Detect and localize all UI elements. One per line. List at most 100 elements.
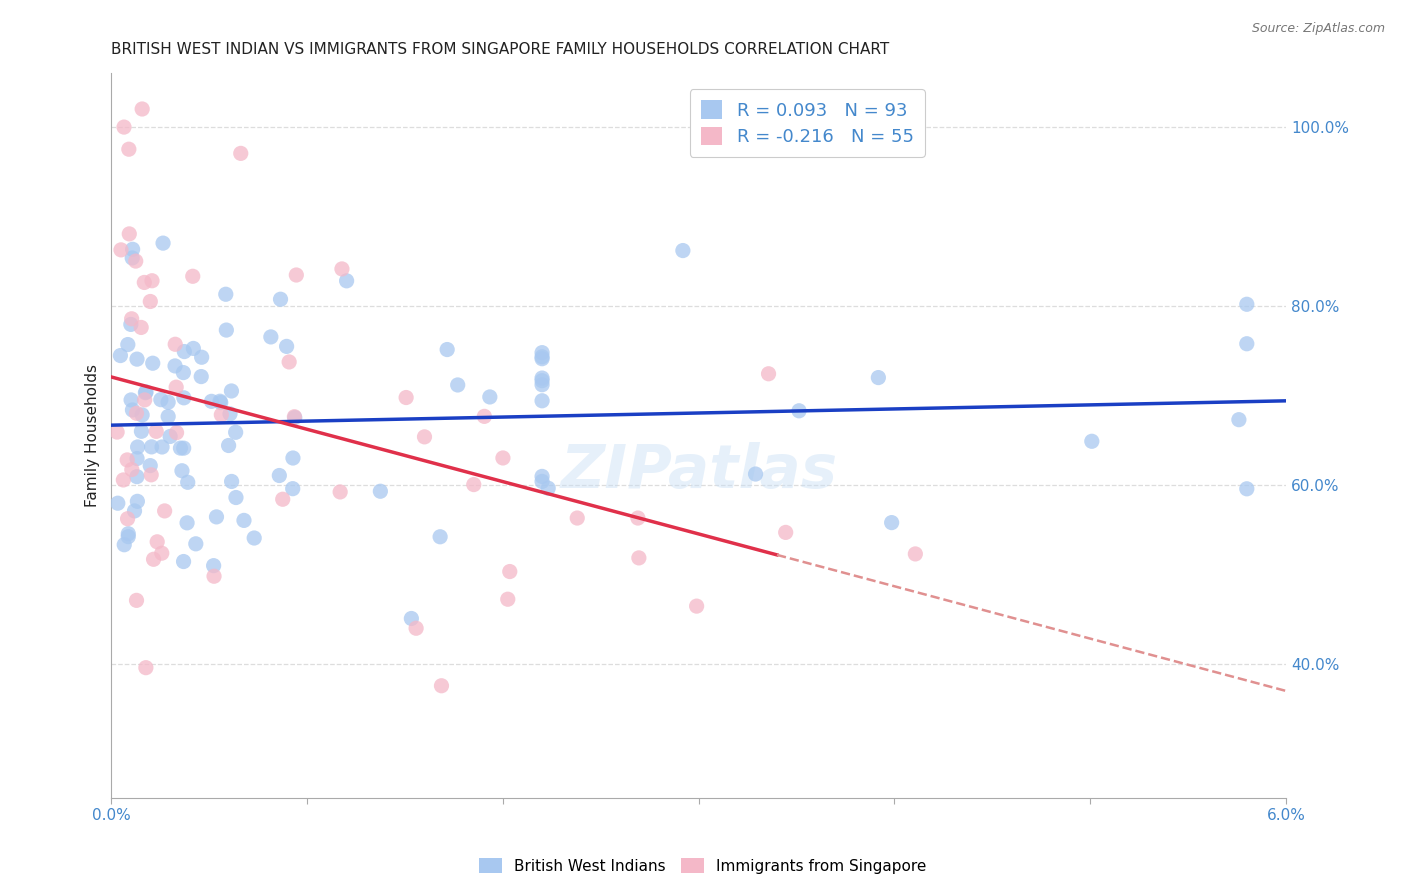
Point xyxy=(142,552,165,566)
Point xyxy=(150,546,173,560)
Point xyxy=(181,269,204,284)
Point xyxy=(165,337,187,351)
Point xyxy=(537,481,560,495)
Y-axis label: Family Households: Family Households xyxy=(86,364,100,508)
Point xyxy=(117,512,139,526)
Point xyxy=(173,441,195,455)
Point xyxy=(276,339,298,353)
Point xyxy=(172,366,194,380)
Point xyxy=(153,504,176,518)
Point xyxy=(285,268,308,282)
Point xyxy=(121,462,143,476)
Point xyxy=(531,345,554,359)
Text: Source: ZipAtlas.com: Source: ZipAtlas.com xyxy=(1251,22,1385,36)
Point xyxy=(112,473,135,487)
Text: ZIPatlas: ZIPatlas xyxy=(560,442,837,501)
Point xyxy=(205,509,228,524)
Point xyxy=(202,558,225,573)
Point xyxy=(118,142,141,156)
Point xyxy=(685,599,707,614)
Point xyxy=(401,611,423,625)
Point xyxy=(176,516,198,530)
Point xyxy=(209,408,232,422)
Point xyxy=(336,274,359,288)
Point xyxy=(139,458,162,473)
Point xyxy=(127,494,149,508)
Point xyxy=(163,359,186,373)
Point xyxy=(121,243,143,257)
Point xyxy=(141,274,163,288)
Point xyxy=(1236,482,1258,496)
Point xyxy=(139,294,162,309)
Point xyxy=(271,492,294,507)
Point xyxy=(429,530,451,544)
Point xyxy=(215,287,238,301)
Point xyxy=(105,425,128,439)
Point xyxy=(395,391,418,405)
Point xyxy=(142,356,165,370)
Point xyxy=(260,330,283,344)
Point xyxy=(112,120,135,134)
Point xyxy=(208,394,231,409)
Point xyxy=(125,469,148,483)
Point xyxy=(225,425,247,440)
Point xyxy=(152,236,174,251)
Point xyxy=(478,390,501,404)
Point xyxy=(134,276,156,290)
Point xyxy=(165,380,187,394)
Point xyxy=(129,320,152,334)
Point xyxy=(1236,297,1258,311)
Point xyxy=(672,244,695,258)
Point xyxy=(281,450,304,465)
Point xyxy=(492,450,515,465)
Point xyxy=(1236,336,1258,351)
Point xyxy=(117,530,139,544)
Point xyxy=(215,323,238,337)
Point xyxy=(135,384,157,399)
Point xyxy=(112,538,135,552)
Point xyxy=(229,146,252,161)
Point xyxy=(118,227,141,241)
Point xyxy=(758,367,780,381)
Point xyxy=(127,440,149,454)
Point xyxy=(567,511,589,525)
Point xyxy=(1227,412,1250,426)
Point xyxy=(183,342,205,356)
Point xyxy=(121,251,143,265)
Point xyxy=(225,491,247,505)
Point xyxy=(125,406,148,420)
Point xyxy=(531,469,554,483)
Point xyxy=(135,661,157,675)
Point xyxy=(209,395,232,409)
Point xyxy=(169,441,191,455)
Point xyxy=(125,352,148,367)
Point xyxy=(370,484,392,499)
Point xyxy=(173,344,195,359)
Point xyxy=(124,504,146,518)
Point xyxy=(278,355,301,369)
Point xyxy=(627,511,650,525)
Point xyxy=(221,384,243,398)
Point xyxy=(202,569,225,583)
Point xyxy=(149,392,172,407)
Point xyxy=(219,407,242,421)
Point xyxy=(117,337,139,351)
Point xyxy=(413,430,436,444)
Point xyxy=(218,438,240,452)
Legend: British West Indians, Immigrants from Singapore: British West Indians, Immigrants from Si… xyxy=(472,852,934,880)
Point xyxy=(531,393,554,408)
Point xyxy=(270,292,292,306)
Point xyxy=(131,408,153,422)
Point xyxy=(173,555,195,569)
Point xyxy=(131,102,153,116)
Point xyxy=(157,409,180,424)
Point xyxy=(531,351,554,366)
Point xyxy=(145,425,167,439)
Point xyxy=(141,440,163,454)
Point xyxy=(221,475,243,489)
Point xyxy=(190,350,212,364)
Point xyxy=(159,429,181,443)
Point xyxy=(184,537,207,551)
Point xyxy=(110,349,132,363)
Point xyxy=(150,440,173,454)
